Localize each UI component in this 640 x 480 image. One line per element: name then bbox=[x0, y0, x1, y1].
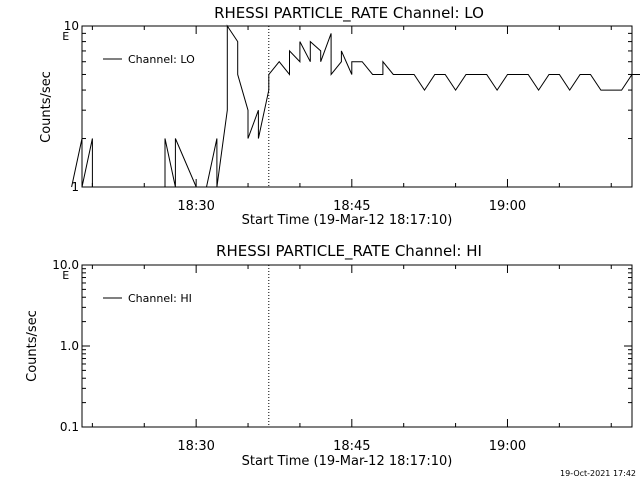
hi-chart-title: RHESSI PARTICLE_RATE Channel: HI bbox=[216, 242, 482, 261]
hi-x-tick-label: 18:45 bbox=[333, 439, 370, 454]
hi-legend-label: Channel: HI bbox=[128, 292, 192, 305]
lo-y-axis-label: Counts/sec bbox=[39, 71, 54, 143]
lo-channel-panel: RHESSI PARTICLE_RATE Channel: LO Counts/… bbox=[39, 4, 640, 228]
lo-chart-title: RHESSI PARTICLE_RATE Channel: LO bbox=[214, 4, 484, 23]
hi-x-tick-label: 18:30 bbox=[177, 439, 214, 454]
footer-timestamp: 19-Oct-2021 17:42 bbox=[560, 469, 636, 478]
lo-x-axis-label: Start Time (19-Mar-12 18:17:10) bbox=[242, 213, 453, 228]
hi-y-tick-label: 0.1 bbox=[60, 420, 79, 434]
hi-vertical-lines bbox=[268, 265, 270, 427]
lo-x-tick-label: 19:00 bbox=[489, 199, 526, 214]
lo-y-tick-label: 1 bbox=[71, 180, 79, 194]
hi-y-tick-label: 10.0 bbox=[52, 258, 79, 272]
lo-x-tick-label: 18:45 bbox=[333, 199, 370, 214]
lo-series bbox=[71, 24, 640, 188]
lo-y-ticks: 1 10 bbox=[64, 19, 632, 194]
hi-legend: Channel: HI bbox=[103, 292, 192, 305]
hi-event-marker: E bbox=[62, 269, 69, 282]
hi-x-tick-label: 19:00 bbox=[489, 439, 526, 454]
hi-x-axis-label: Start Time (19-Mar-12 18:17:10) bbox=[242, 454, 453, 469]
lo-event-marker: E bbox=[62, 30, 69, 43]
lo-y-tick-label: 10 bbox=[64, 19, 79, 33]
lo-plot-frame bbox=[81, 25, 633, 188]
hi-plot-frame bbox=[81, 264, 633, 428]
lo-event-markers: EE bbox=[62, 30, 69, 43]
hi-y-ticks: 0.1 1.0 10.0 bbox=[52, 258, 632, 434]
lo-x-tick-label: 18:30 bbox=[177, 199, 214, 214]
hi-event-markers: EE bbox=[62, 269, 69, 282]
lo-legend-label: Channel: LO bbox=[128, 53, 195, 66]
lo-series-line bbox=[71, 24, 640, 188]
hi-y-tick-label: 1.0 bbox=[60, 339, 79, 353]
lo-legend: Channel: LO bbox=[103, 53, 195, 66]
hi-channel-panel: RHESSI PARTICLE_RATE Channel: HI Counts/… bbox=[25, 242, 633, 469]
hi-y-axis-label: Counts/sec bbox=[25, 310, 40, 382]
